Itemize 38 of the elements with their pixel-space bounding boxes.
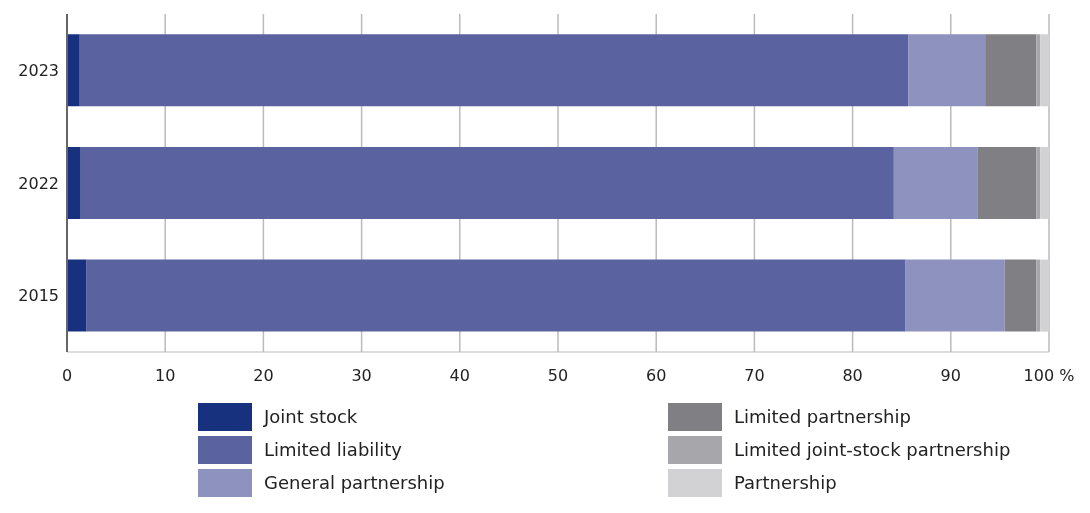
x-tick-label: 70 — [744, 366, 765, 386]
x-tick-label: 90 — [940, 366, 961, 386]
y-tick-label: 2022 — [18, 173, 59, 193]
x-tick-label: 0 — [61, 366, 73, 386]
bar — [893, 146, 978, 219]
bar — [79, 34, 909, 107]
x-tick-label: 100 % — [1023, 366, 1075, 386]
bar — [67, 34, 80, 107]
bar — [977, 146, 1037, 219]
bar — [67, 146, 81, 219]
legend-label: Limited liability — [264, 439, 403, 460]
legend-label: Limited joint-stock partnership — [734, 439, 1011, 460]
bar — [1040, 34, 1049, 107]
x-tick-label: 10 — [155, 366, 176, 386]
bar — [80, 146, 894, 219]
bar — [1040, 259, 1049, 332]
legend-label: Joint stock — [264, 406, 358, 427]
y-tick-label: 2015 — [18, 286, 59, 306]
bar — [1036, 34, 1041, 107]
x-tick-label: 20 — [253, 366, 274, 386]
bar — [1004, 259, 1037, 332]
bar — [1040, 146, 1049, 219]
bar — [67, 259, 87, 332]
legend-label: Limited partnership — [734, 406, 911, 427]
bar — [985, 34, 1037, 107]
x-tick-label: 30 — [351, 366, 372, 386]
y-tick-label: 2023 — [18, 61, 59, 81]
legend-label: Partnership — [734, 472, 837, 493]
x-tick-label: 80 — [842, 366, 863, 386]
bar — [1036, 259, 1041, 332]
legend-label: General partnership — [264, 472, 445, 493]
x-tick-label: 50 — [547, 366, 569, 386]
bar — [1036, 146, 1041, 219]
bar — [908, 34, 986, 107]
x-tick-label: 60 — [646, 366, 667, 386]
x-tick-label: 40 — [449, 366, 470, 386]
bar — [86, 259, 906, 332]
bar — [905, 259, 1005, 332]
